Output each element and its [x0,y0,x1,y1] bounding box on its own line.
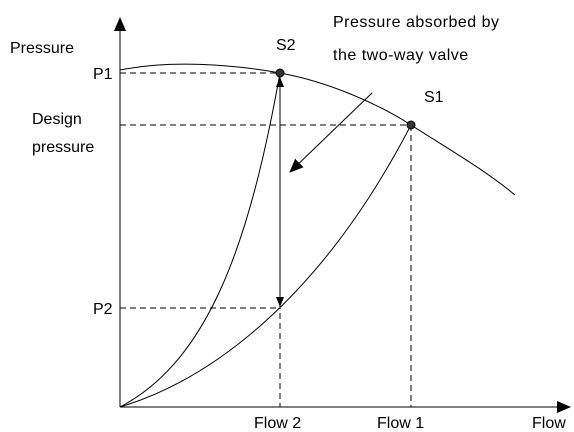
pump-curve [119,63,516,196]
annotation-text: the two-way valve [333,47,469,64]
flow2-label: Flow 2 [254,415,301,432]
system-curve-1 [119,124,412,408]
p1-label: P1 [93,66,113,83]
annotation-pointer [289,92,373,173]
s2-label: S2 [276,37,296,54]
x-axis-label: Flow [532,415,566,432]
annotation-text: Pressure absorbed by [333,14,500,31]
design-label: pressure [32,139,94,156]
design-label: Design [32,111,82,128]
s1-label: S1 [424,89,444,106]
y-axis-label: Pressure [10,40,74,57]
system-curve-2 [119,72,281,408]
s1-point [406,120,416,130]
s2-point [275,68,285,78]
p2-label: P2 [93,301,113,318]
flow1-label: Flow 1 [377,415,424,432]
